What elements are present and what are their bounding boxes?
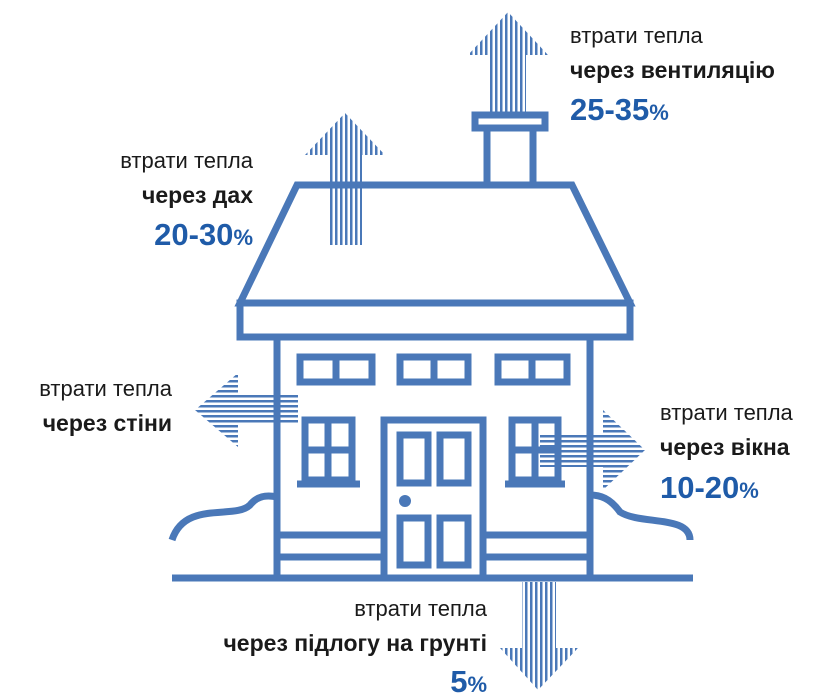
label-line2: через вікна — [660, 434, 790, 460]
label-value: 5% — [450, 664, 487, 696]
label-floor: втрати тепла через підлогу на грунті 5% — [223, 596, 487, 696]
label-roof: втрати тепла через дах 20-30% — [120, 148, 254, 252]
label-line2: через стіни — [43, 410, 172, 436]
label-line1: втрати тепла — [120, 148, 254, 173]
label-line1: втрати тепла — [354, 596, 488, 621]
label-line1: втрати тепла — [660, 400, 794, 425]
label-vent: втрати тепла через вентиляцію 25-35% — [570, 23, 775, 127]
label-value: 25-35% — [570, 92, 669, 127]
arrows — [195, 12, 645, 690]
house — [168, 111, 694, 582]
arrow-windows — [540, 410, 645, 490]
arrow-floor — [500, 582, 578, 690]
arrow-vent — [468, 12, 548, 115]
label-windows: втрати тепла через вікна 10-20% — [660, 400, 794, 505]
label-walls: втрати тепла через стіни — [39, 376, 173, 436]
label-line2: через вентиляцію — [570, 57, 775, 83]
arrow-roof — [305, 113, 385, 245]
arrow-walls — [195, 373, 298, 447]
label-line2: через дах — [142, 182, 253, 208]
label-value: 20-30% — [154, 217, 253, 252]
label-value: 10-20% — [660, 470, 759, 505]
label-line1: втрати тепла — [39, 376, 173, 401]
label-line2: через підлогу на грунті — [223, 630, 487, 656]
label-line1: втрати тепла — [570, 23, 704, 48]
